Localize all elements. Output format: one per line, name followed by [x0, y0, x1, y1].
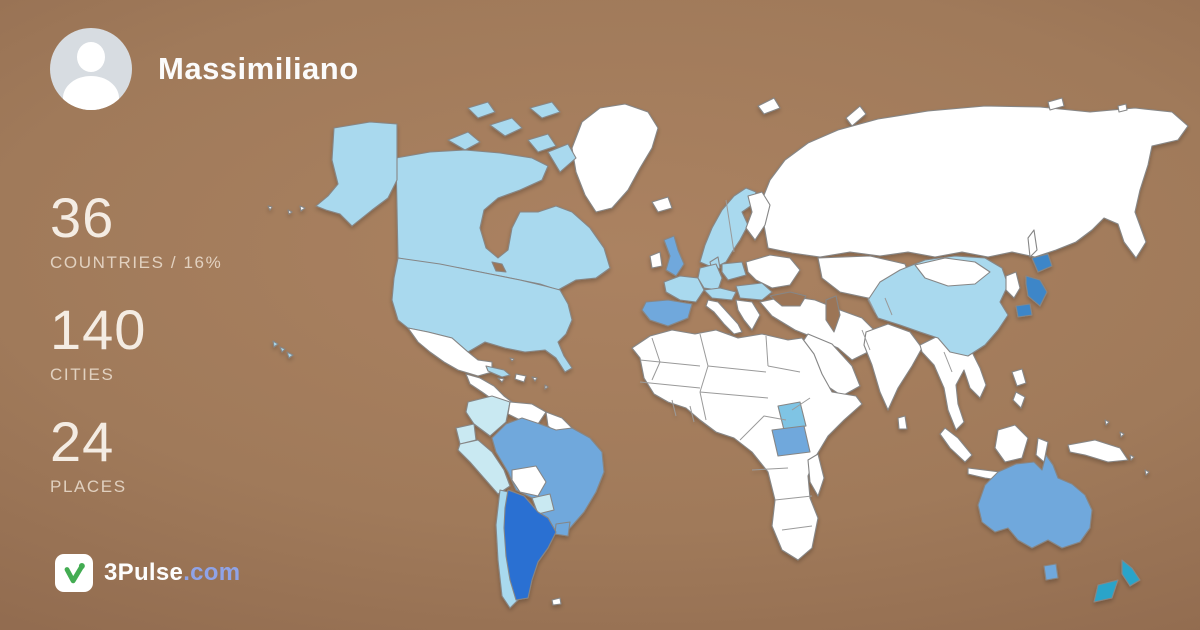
countries-label: COUNTRIES / 16% — [50, 253, 223, 272]
cities-label: CITIES — [50, 365, 115, 384]
site-tld: .com — [183, 559, 241, 586]
countries-value: 36 — [50, 186, 115, 249]
country-borders — [639, 199, 953, 531]
places-value: 24 — [50, 410, 115, 473]
travel-stats: 36 COUNTRIES / 16% 140 CITIES 24 PLACES — [50, 190, 222, 526]
stat-cities: 140 CITIES — [50, 302, 222, 385]
site-name: 3Pulse — [104, 559, 184, 586]
check-icon — [64, 563, 85, 584]
profile-header: Massimiliano — [50, 28, 359, 110]
logo-badge — [55, 554, 93, 592]
places-label: PLACES — [50, 477, 127, 496]
stat-places: 24 PLACES — [50, 414, 222, 497]
map-landmasses — [267, 97, 1189, 609]
person-icon — [77, 42, 105, 72]
user-name: Massimiliano — [158, 51, 359, 86]
avatar — [50, 28, 132, 110]
logo-text: 3Pulse.com — [104, 559, 240, 587]
cities-value: 140 — [50, 298, 147, 361]
stat-countries: 36 COUNTRIES / 16% — [50, 190, 222, 273]
site-logo[interactable]: 3Pulse.com — [55, 554, 240, 592]
